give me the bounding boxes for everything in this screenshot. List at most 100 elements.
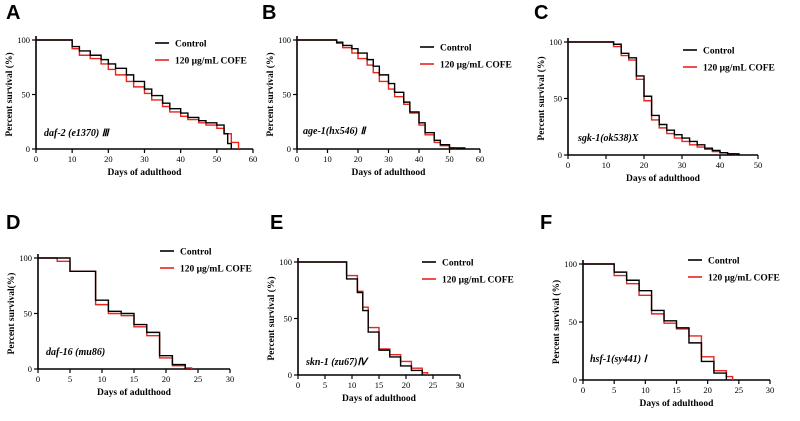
y-tick-label: 0: [26, 144, 30, 154]
x-tick-label: 0: [296, 380, 300, 390]
x-tick-label: 15: [672, 385, 681, 395]
strain-annotation: hsf-1(sy441) Ⅰ: [590, 354, 649, 365]
x-tick-label: 0: [581, 385, 585, 395]
legend-label-cofe: 120 μg/mL COFE: [180, 265, 252, 275]
x-axis-title: Days of adulthood: [342, 394, 417, 404]
strain-annotation: daf-2 (e1370) Ⅲ: [44, 128, 111, 139]
x-tick-label: 20: [104, 154, 113, 164]
y-tick-label: 0: [287, 144, 291, 154]
y-tick-label: 100: [17, 35, 30, 45]
series-line-control: [297, 39, 466, 149]
x-tick-label: 60: [249, 154, 258, 164]
legend-label-cofe: 120 μg/mL COFE: [442, 276, 514, 286]
chart-panel-b: 0 10 20 30 40 50 60 0 50 100 Days of adulthood Perc…: [265, 35, 512, 178]
x-tick-label: 40: [415, 154, 424, 164]
x-tick-label: 50: [445, 154, 454, 164]
x-tick-label: 30: [384, 154, 393, 164]
x-tick-label: 30: [456, 380, 465, 390]
x-tick-label: 50: [754, 160, 763, 170]
legend-label-cofe: 120 μg/mL COFE: [175, 57, 247, 67]
x-tick-label: 50: [213, 154, 222, 164]
x-tick-label: 15: [130, 374, 139, 384]
y-tick-label: 0: [573, 375, 577, 385]
strain-annotation: daf-16 (mu86): [46, 347, 105, 358]
x-axis-title: Days of adulthood: [626, 174, 701, 184]
series-line-cofe: [583, 263, 734, 380]
x-tick-label: 30: [766, 385, 775, 395]
y-tick-label: 50: [284, 314, 293, 324]
chart-panel-e: 0 5 10 15 20 25 30 0 50 100 Days of adulthood Perce…: [266, 257, 514, 404]
x-tick-label: 20: [402, 380, 411, 390]
x-tick-label: 5: [323, 380, 327, 390]
x-tick-label: 30: [140, 154, 149, 164]
x-axis-title: Days of adulthood: [640, 399, 715, 409]
chart-panel-f: 0 5 10 15 20 25 30 0 50 100 Days of adulthood Perce…: [551, 257, 780, 410]
series-line-control: [568, 41, 740, 155]
series-line-control: [36, 39, 232, 149]
y-tick-label: 100: [564, 259, 577, 269]
panel-letter-b: B: [262, 2, 277, 24]
legend-label-control: Control: [703, 47, 735, 57]
series-line-control: [583, 263, 728, 380]
y-tick-label: 100: [19, 253, 32, 263]
x-tick-label: 5: [68, 374, 72, 384]
x-tick-label: 40: [716, 160, 725, 170]
x-tick-label: 0: [34, 154, 38, 164]
x-tick-label: 60: [476, 154, 485, 164]
x-tick-label: 15: [375, 380, 384, 390]
y-tick-label: 0: [288, 370, 292, 380]
legend-label-control: Control: [442, 259, 474, 269]
y-tick-label: 50: [24, 309, 33, 319]
x-tick-label: 20: [703, 385, 712, 395]
x-tick-label: 40: [176, 154, 185, 164]
panel-letter-c: C: [534, 2, 549, 24]
x-tick-label: 10: [602, 160, 611, 170]
panel-letter-f: F: [540, 212, 553, 234]
panel-letter-a: A: [6, 2, 21, 24]
y-tick-label: 50: [22, 90, 31, 100]
legend-label-control: Control: [440, 44, 472, 54]
y-axis-title: Percent survival (%): [265, 52, 276, 136]
x-tick-label: 25: [194, 374, 203, 384]
legend-label-control: Control: [175, 40, 207, 50]
chart-panel-a: 0 10 20 30 40 50 60 0 50 100 Days of adulthood Perc…: [4, 35, 257, 178]
x-tick-label: 10: [98, 374, 107, 384]
x-tick-label: 0: [295, 154, 299, 164]
strain-annotation: skn-1 (zu67)Ⅳ: [305, 357, 369, 368]
series-line-control: [298, 261, 423, 375]
y-axis-title: Percent survival (%): [4, 52, 15, 136]
y-axis-title: Percent survival (%): [536, 56, 547, 140]
x-tick-label: 30: [226, 374, 235, 384]
legend-label-cofe: 120 μg/mL COFE: [440, 61, 512, 71]
legend-label-cofe: 120 μg/mL COFE: [708, 274, 780, 284]
x-tick-label: 10: [323, 154, 332, 164]
y-axis-title: Percent survival(%): [6, 273, 17, 355]
x-tick-label: 25: [735, 385, 744, 395]
series-line-cofe: [568, 41, 736, 155]
strain-annotation: age-1(hx546) Ⅱ: [303, 126, 367, 137]
x-axis-title: Days of adulthood: [97, 388, 172, 398]
y-tick-label: 100: [279, 257, 292, 267]
y-tick-label: 50: [283, 90, 292, 100]
x-tick-label: 5: [612, 385, 616, 395]
x-tick-label: 10: [68, 154, 77, 164]
x-tick-label: 30: [678, 160, 687, 170]
y-tick-label: 0: [558, 150, 562, 160]
x-tick-label: 20: [354, 154, 363, 164]
y-tick-label: 100: [549, 37, 562, 47]
x-axis-title: Days of adulthood: [108, 168, 183, 178]
chart-panel-d: 0 5 10 15 20 25 30 0 50 100 Days of adulthood Perce…: [6, 248, 252, 399]
series-line-cofe: [297, 39, 457, 149]
x-tick-label: 20: [162, 374, 171, 384]
series-line-control: [38, 257, 186, 369]
legend-label-control: Control: [180, 248, 212, 258]
x-tick-label: 10: [348, 380, 357, 390]
legend-label-cofe: 120 μg/mL COFE: [703, 64, 775, 74]
panel-letter-d: D: [6, 212, 21, 234]
x-tick-label: 10: [641, 385, 650, 395]
panel-letter-e: E: [270, 212, 284, 234]
x-axis-title: Days of adulthood: [352, 168, 427, 178]
x-tick-label: 0: [36, 374, 40, 384]
